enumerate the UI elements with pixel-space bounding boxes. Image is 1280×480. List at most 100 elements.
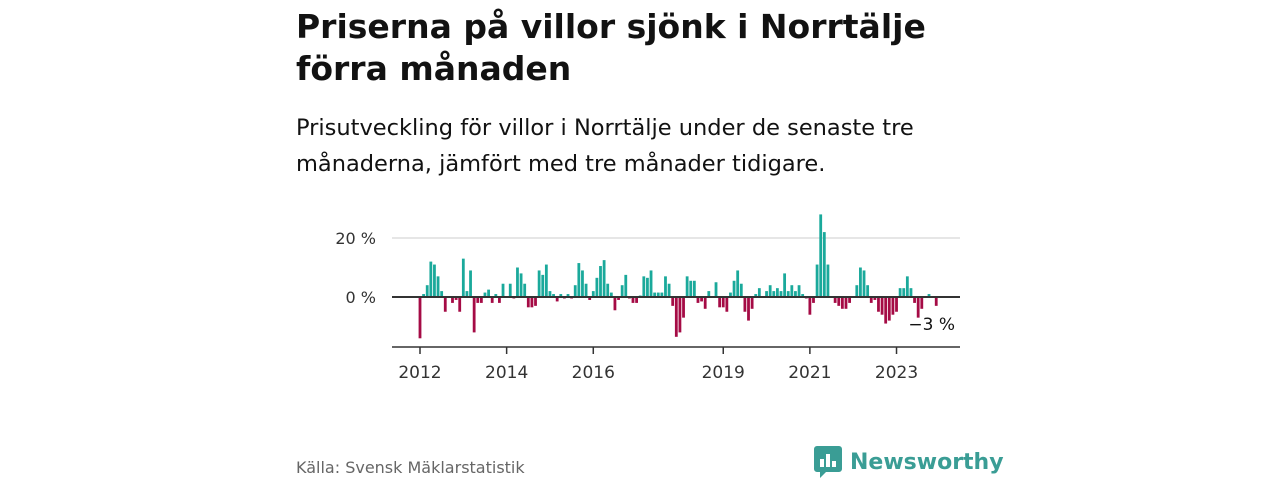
x-tick-label: 2019 xyxy=(702,363,745,383)
bar xyxy=(934,297,938,306)
bar xyxy=(905,276,909,297)
bar xyxy=(783,273,787,297)
bar xyxy=(656,292,660,297)
chart-subtitle: Prisutveckling för villor i Norrtälje un… xyxy=(296,115,914,177)
bar xyxy=(725,297,729,312)
bar xyxy=(599,266,602,297)
bar xyxy=(631,297,635,303)
bar xyxy=(812,297,815,303)
bar xyxy=(660,292,664,297)
source-text: Källa: Svensk Mäklarstatistik xyxy=(296,458,525,477)
bar xyxy=(595,277,599,297)
newsworthy-logo-icon xyxy=(814,446,842,478)
bar xyxy=(577,263,581,297)
bar xyxy=(815,264,819,297)
bar xyxy=(465,291,469,297)
bar xyxy=(530,297,534,308)
bar xyxy=(674,297,678,337)
bar xyxy=(566,294,570,297)
bar xyxy=(458,297,462,312)
bar xyxy=(425,285,429,297)
bar xyxy=(696,297,700,303)
bar xyxy=(685,276,689,297)
bar xyxy=(859,267,862,297)
bar xyxy=(526,297,530,308)
bar xyxy=(418,297,422,339)
bar xyxy=(707,291,711,297)
logo-text: Newsworthy xyxy=(850,449,1004,475)
bar xyxy=(617,297,620,300)
bar xyxy=(519,273,523,297)
bar xyxy=(714,282,718,297)
bar xyxy=(750,297,754,309)
bar xyxy=(624,274,628,297)
bar xyxy=(862,270,866,297)
bar xyxy=(848,297,851,303)
bar xyxy=(490,297,494,303)
bar xyxy=(808,297,812,315)
bar xyxy=(443,297,447,312)
bar xyxy=(559,294,563,297)
bar xyxy=(909,288,913,297)
bar xyxy=(765,291,768,297)
bar xyxy=(689,280,693,297)
bar xyxy=(508,283,512,297)
bar xyxy=(498,297,501,303)
bar xyxy=(649,270,653,297)
bar xyxy=(797,285,801,297)
bar xyxy=(609,292,613,297)
bar xyxy=(837,297,841,306)
bar xyxy=(855,285,859,297)
x-tick-label: 2023 xyxy=(875,363,918,383)
bar xyxy=(646,277,649,297)
bar xyxy=(469,270,472,297)
bar xyxy=(544,264,548,297)
x-tick-label: 2014 xyxy=(485,363,528,383)
bar xyxy=(743,297,747,312)
bar xyxy=(736,270,740,297)
bar xyxy=(754,294,758,297)
bar xyxy=(581,270,584,297)
bar xyxy=(927,294,931,297)
bar xyxy=(602,260,606,297)
bar xyxy=(866,285,870,297)
bar xyxy=(664,276,667,297)
bar xyxy=(584,283,588,297)
bar xyxy=(461,258,465,297)
bar xyxy=(653,292,657,297)
bar xyxy=(555,297,559,302)
bar xyxy=(902,288,906,297)
bar xyxy=(454,297,458,300)
newsworthy-logo[interactable]: Newsworthy xyxy=(814,446,1004,478)
bar xyxy=(472,297,476,333)
bar xyxy=(591,291,595,297)
bar xyxy=(541,274,545,297)
bar xyxy=(682,297,685,318)
bar xyxy=(887,297,891,321)
bar xyxy=(451,297,454,303)
bar xyxy=(476,297,480,303)
bar xyxy=(833,297,837,303)
bar xyxy=(913,297,916,303)
bar xyxy=(516,267,519,297)
bar xyxy=(826,264,830,297)
bar xyxy=(422,294,426,297)
bar xyxy=(671,297,675,306)
bar xyxy=(494,294,498,297)
bar xyxy=(613,297,617,311)
bar xyxy=(895,297,898,312)
x-tick-label: 2012 xyxy=(398,363,441,383)
bar xyxy=(487,289,490,297)
bar xyxy=(700,297,703,302)
bar xyxy=(588,297,592,300)
bar xyxy=(703,297,707,309)
bar xyxy=(635,297,638,303)
bar xyxy=(606,283,610,297)
bar xyxy=(840,297,844,309)
bar xyxy=(790,285,794,297)
chart-title: Priserna på villor sjönk i Norrtälje för… xyxy=(296,7,926,88)
bar xyxy=(678,297,682,333)
y-tick-label: 20 % xyxy=(335,229,376,248)
bar xyxy=(916,297,920,318)
bar xyxy=(819,214,823,297)
